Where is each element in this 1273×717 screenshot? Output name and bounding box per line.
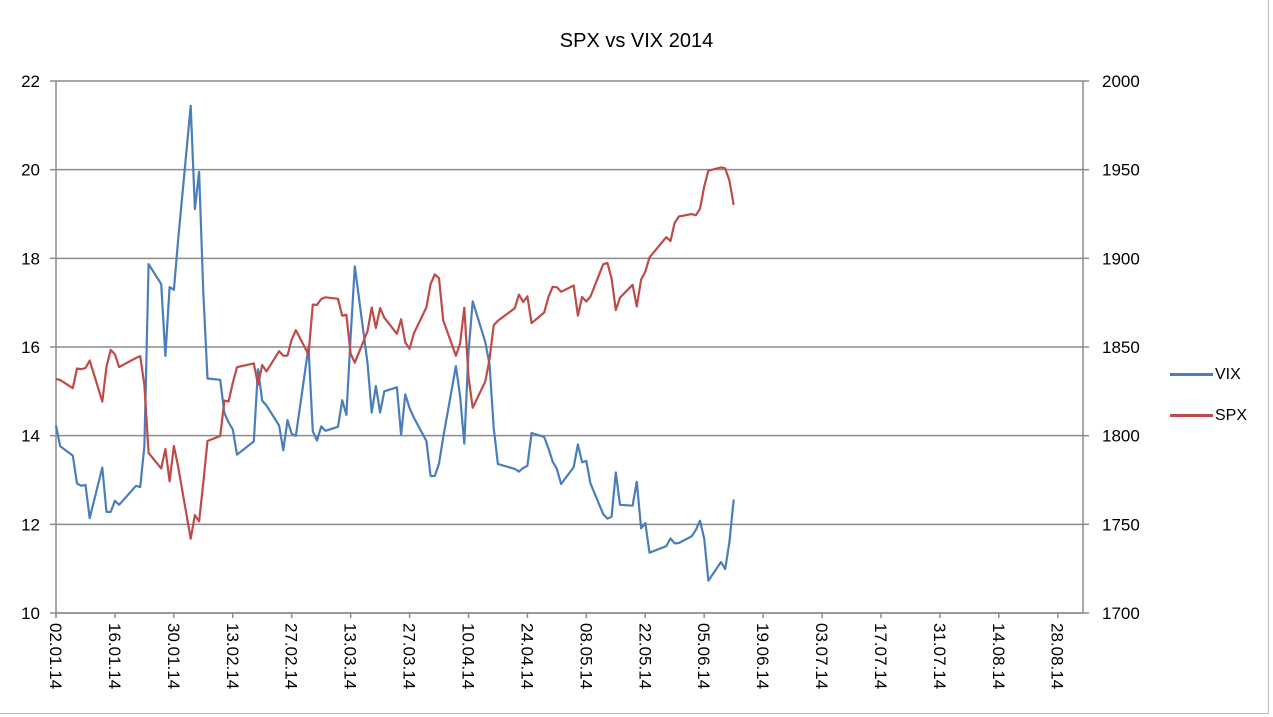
x-tick-label: 13.03.14 xyxy=(341,623,360,689)
x-tick-label: 05.06.14 xyxy=(694,623,713,689)
x-tick-label: 10.04.14 xyxy=(458,623,477,689)
x-tick-label: 30.01.14 xyxy=(164,623,183,689)
y-right-tick-label: 1850 xyxy=(1102,338,1140,357)
legend-swatch-vix xyxy=(1170,373,1213,376)
y-right-tick-label: 1700 xyxy=(1102,604,1140,623)
legend-label-vix: VIX xyxy=(1215,365,1241,383)
x-tick-label: 02.01.14 xyxy=(46,623,65,689)
y-left-tick-label: 14 xyxy=(21,427,40,446)
x-tick-label: 22.05.14 xyxy=(635,623,654,689)
y-left-tick-label: 18 xyxy=(21,249,40,268)
x-tick-label: 24.04.14 xyxy=(517,623,536,689)
x-tick-label: 27.02.14 xyxy=(282,623,301,689)
y-left-tick-label: 10 xyxy=(21,604,40,623)
x-tick-label: 28.08.14 xyxy=(1048,623,1067,689)
x-tick-label: 13.02.14 xyxy=(223,623,242,689)
x-tick-label: 14.08.14 xyxy=(989,623,1008,689)
y-right-tick-label: 1800 xyxy=(1102,427,1140,446)
y-right-tick-label: 1900 xyxy=(1102,249,1140,268)
y-left-tick-label: 16 xyxy=(21,338,40,357)
x-tick-label: 19.06.14 xyxy=(753,623,772,689)
legend-label-spx: SPX xyxy=(1215,406,1248,424)
y-right-tick-label: 2000 xyxy=(1102,72,1140,91)
legend: VIX SPX xyxy=(1170,354,1247,436)
chart-title: SPX vs VIX 2014 xyxy=(559,30,714,52)
y-right-tick-label: 1750 xyxy=(1102,515,1140,534)
series-line-vix xyxy=(54,104,735,582)
legend-swatch-spx xyxy=(1170,414,1213,417)
x-tick-label: 31.07.14 xyxy=(930,623,949,689)
x-tick-label: 27.03.14 xyxy=(400,623,419,689)
y-left-tick-label: 22 xyxy=(21,72,40,91)
x-tick-label: 17.07.14 xyxy=(871,623,890,689)
y-left-tick-label: 12 xyxy=(21,515,40,534)
x-tick-label: 03.07.14 xyxy=(812,623,831,689)
y-right-tick-label: 1950 xyxy=(1102,161,1140,180)
x-tick-label: 08.05.14 xyxy=(576,623,595,689)
legend-item-vix: VIX xyxy=(1170,354,1247,395)
series-line-spx xyxy=(55,166,735,540)
y-left-tick-label: 20 xyxy=(21,161,40,180)
legend-item-spx: SPX xyxy=(1170,395,1247,436)
x-tick-label: 16.01.14 xyxy=(105,623,124,689)
